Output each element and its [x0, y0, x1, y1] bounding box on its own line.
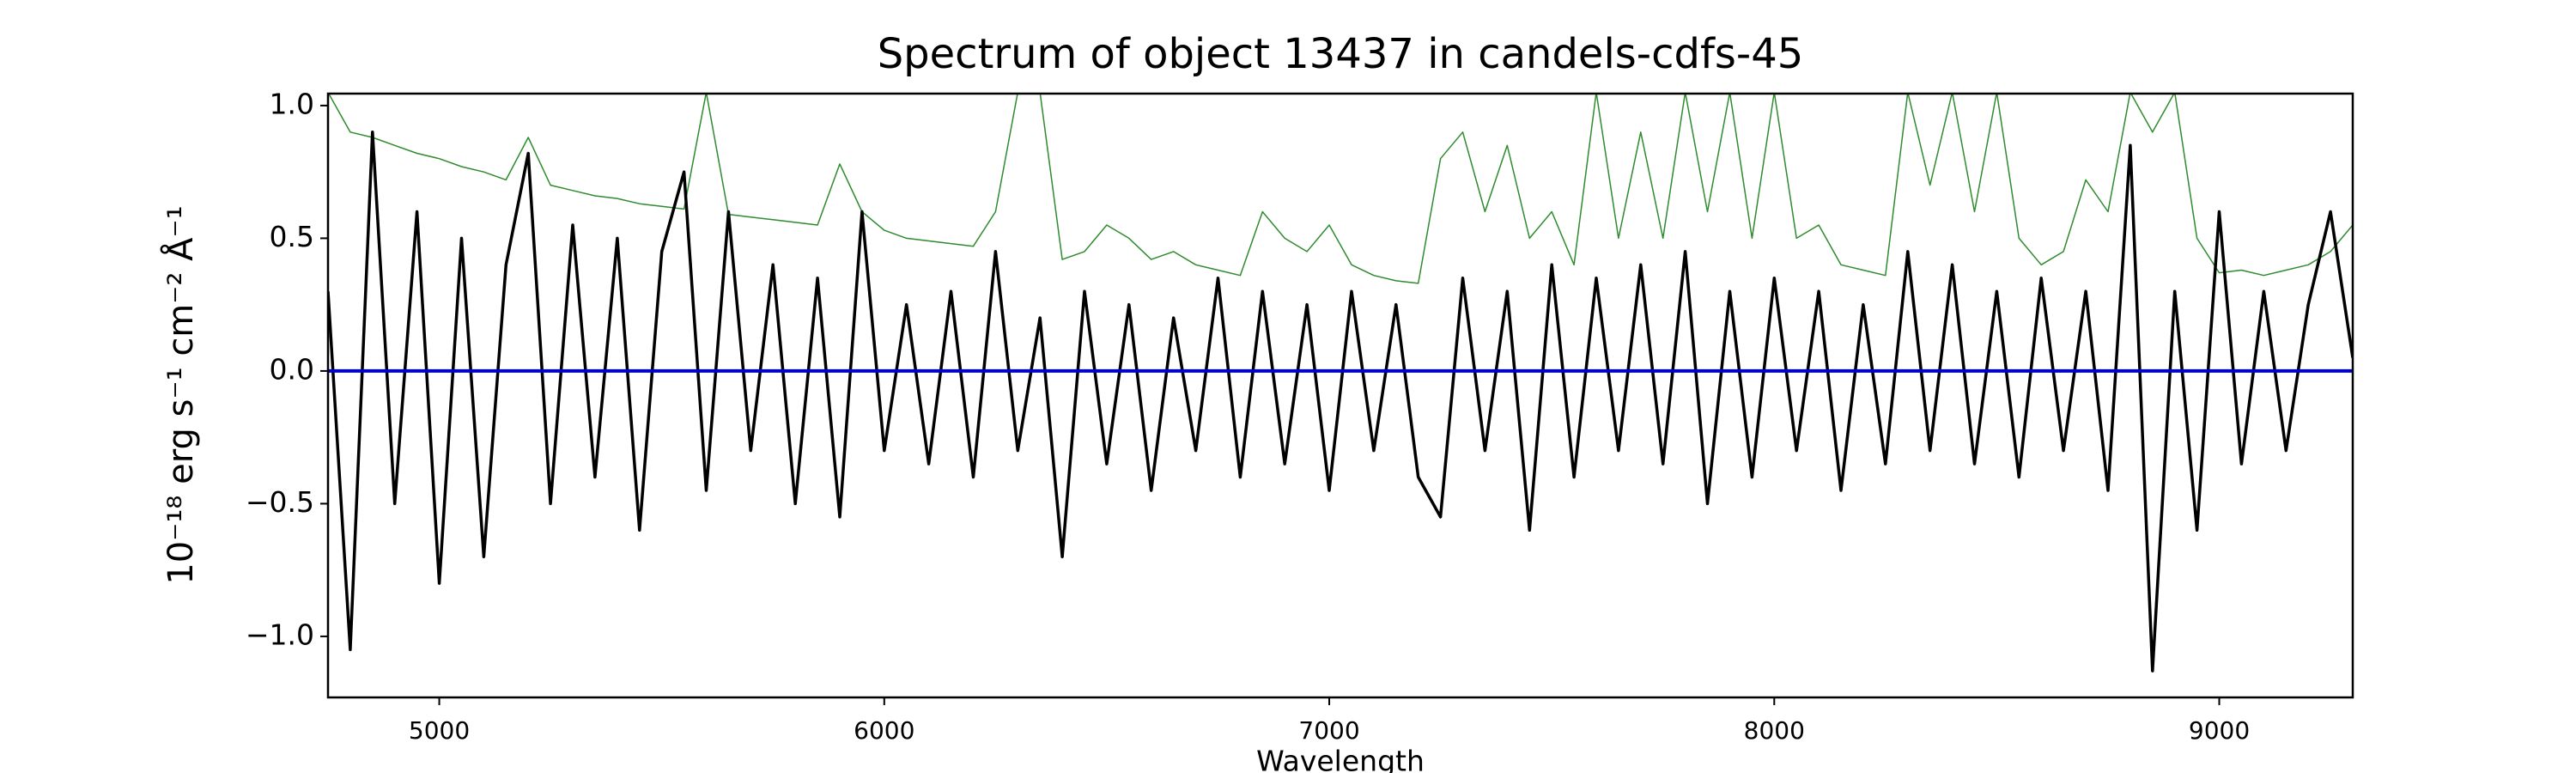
- x-tick-label: 9000: [2189, 716, 2250, 745]
- plot-area: [328, 94, 2353, 673]
- y-axis-label: 10⁻¹⁸ erg s⁻¹ cm⁻² Å⁻¹: [160, 205, 201, 584]
- series-line: [328, 131, 2353, 673]
- x-tick-label: 6000: [854, 716, 914, 745]
- y-tick-label: −0.5: [246, 485, 314, 519]
- chart-title: Spectrum of object 13437 in candels-cdfs…: [878, 30, 1804, 78]
- y-tick-label: 1.0: [270, 87, 314, 120]
- y-tick-label: −1.0: [246, 618, 314, 651]
- x-tick-label: 8000: [1744, 716, 1805, 745]
- x-tick-label: 5000: [409, 716, 470, 745]
- x-axis-label: Wavelength: [1256, 745, 1425, 773]
- plot-frame: [326, 92, 2354, 699]
- x-tick-label: 7000: [1298, 716, 1359, 745]
- y-tick-label: 0.5: [270, 220, 314, 253]
- series-line: [328, 94, 2353, 284]
- y-tick-label: 0.0: [270, 352, 314, 386]
